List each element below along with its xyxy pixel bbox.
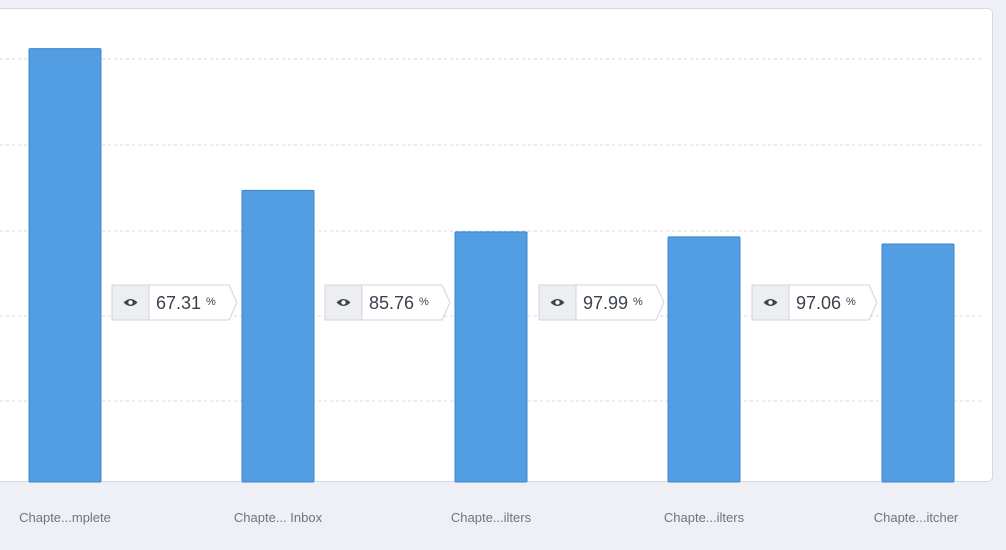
- x-tick-label: Chapte... Inbox: [234, 510, 323, 525]
- conversion-rate-unit: %: [633, 296, 643, 308]
- conversion-rate-value: 97.99: [583, 293, 628, 313]
- eye-icon: [763, 299, 778, 306]
- conversion-badge[interactable]: 67.31%: [111, 284, 238, 321]
- conversion-rate-unit: %: [206, 296, 216, 308]
- conversion-rate-unit: %: [419, 296, 429, 308]
- bar[interactable]: [881, 243, 955, 483]
- bar[interactable]: [667, 236, 741, 483]
- eye-icon-pupil: [555, 300, 560, 305]
- x-tick-label: Chapte...itcher: [874, 510, 959, 525]
- x-tick-label: Chapte...ilters: [451, 510, 532, 525]
- conversion-badges: 67.31% 85.76% 97.99% 97.06%: [111, 284, 878, 321]
- conversion-rate-unit: %: [846, 296, 856, 308]
- conversion-rate-value: 85.76: [369, 293, 414, 313]
- conversion-badge[interactable]: 97.99%: [538, 284, 665, 321]
- eye-icon: [550, 299, 565, 306]
- eye-icon-pupil: [128, 300, 133, 305]
- conversion-badge[interactable]: 85.76%: [324, 284, 451, 321]
- x-axis-labels: Chapte...mplete Chapte... Inbox Chapte...i…: [19, 510, 959, 525]
- bar[interactable]: [28, 48, 102, 483]
- conversion-rate-value: 97.06: [796, 293, 841, 313]
- eye-icon-pupil: [341, 300, 346, 305]
- bars: [28, 48, 955, 483]
- eye-icon: [336, 299, 351, 306]
- conversion-rate-value: 67.31: [156, 293, 201, 313]
- eye-icon: [123, 299, 138, 306]
- bar[interactable]: [241, 189, 315, 483]
- x-tick-label: Chapte...ilters: [664, 510, 745, 525]
- eye-icon-pupil: [768, 300, 773, 305]
- x-tick-label: Chapte...mplete: [19, 510, 111, 525]
- conversion-badge[interactable]: 97.06%: [751, 284, 878, 321]
- bar[interactable]: [454, 231, 528, 483]
